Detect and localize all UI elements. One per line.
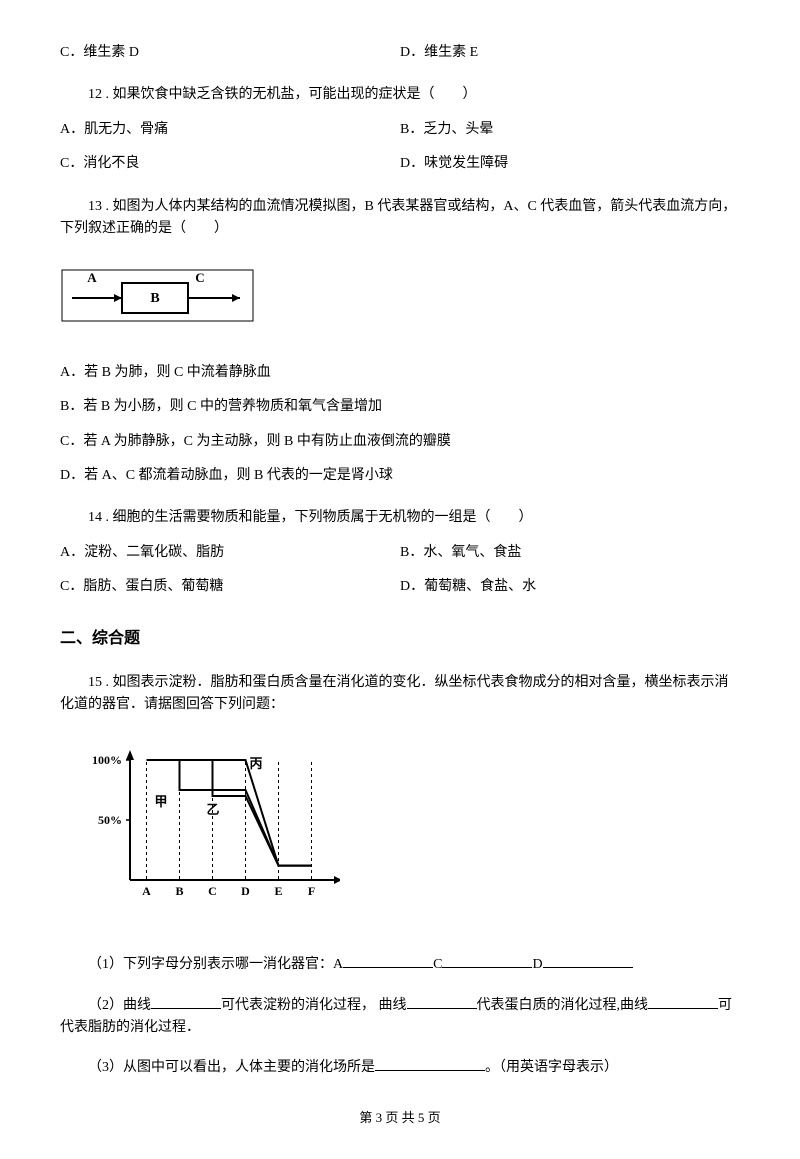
svg-text:E: E	[274, 884, 282, 898]
q15-sub3-end: 。（用英语字母表示）	[485, 1060, 618, 1075]
q15-chart: 100% 50% A B C D E F 甲乙 丙	[90, 745, 340, 918]
q13-option-d: D．若 A、C 都流着动脉血，则 B 代表的一定是肾小球	[60, 465, 740, 487]
q14-option-c: C．脂肪、蛋白质、葡萄糖	[60, 576, 400, 598]
q14-option-d: D．葡萄糖、食盐、水	[400, 576, 740, 598]
q13-figure: A B C	[60, 268, 255, 323]
q15-sub2-mid1: 可代表淀粉的消化过程， 曲线	[221, 998, 407, 1013]
svg-text:F: F	[308, 884, 315, 898]
svg-text:100%: 100%	[92, 753, 122, 767]
q12-option-d: D．味觉发生障碍	[400, 153, 740, 175]
blank-curve3[interactable]	[648, 995, 718, 1009]
q13-label-b: B	[150, 291, 159, 306]
q12-option-b: B．乏力、头晕	[400, 119, 740, 141]
q15-sub1: （1）下列字母分别表示哪一消化器官：A C D	[60, 954, 740, 976]
blank-a[interactable]	[343, 954, 433, 968]
blank-d[interactable]	[543, 954, 633, 968]
q15-stem: 15 . 如图表示淀粉．脂肪和蛋白质含量在消化道的变化．纵坐标代表食物成分的相对…	[60, 672, 740, 717]
q13-stem: 13 . 如图为人体内某结构的血流情况模拟图，B 代表某器官或结构，A、C 代表…	[60, 196, 740, 241]
svg-text:D: D	[241, 884, 250, 898]
q14-stem: 14 . 细胞的生活需要物质和能量，下列物质属于无机物的一组是（ ）	[60, 507, 740, 529]
blank-c[interactable]	[442, 954, 532, 968]
page-footer: 第 3 页 共 5 页	[60, 1108, 740, 1129]
q15-sub2-pre: （2）曲线	[88, 998, 151, 1013]
blank-curve1[interactable]	[151, 995, 221, 1009]
q15-sub1-c: C	[433, 957, 442, 972]
section2-title: 二、综合题	[60, 626, 740, 652]
q13-label-c: C	[195, 270, 204, 285]
q13-option-b: B．若 B 为小肠，则 C 中的营养物质和氧气含量增加	[60, 396, 740, 418]
svg-text:甲: 甲	[155, 794, 168, 809]
q11-option-c: C．维生素 D	[60, 42, 400, 64]
q13-option-a: A．若 B 为肺，则 C 中流着静脉血	[60, 362, 740, 384]
q14-option-a: A．淀粉、二氧化碳、脂肪	[60, 542, 400, 564]
q15-sub2-mid2: 代表蛋白质的消化过程,曲线	[477, 998, 649, 1013]
q12-option-c: C．消化不良	[60, 153, 400, 175]
svg-text:50%: 50%	[98, 813, 122, 827]
q14-option-b: B．水、氧气、食盐	[400, 542, 740, 564]
blank-curve2[interactable]	[407, 995, 477, 1009]
q12-option-a: A．肌无力、骨痛	[60, 119, 400, 141]
q15-sub2: （2）曲线可代表淀粉的消化过程， 曲线代表蛋白质的消化过程,曲线可代表脂肪的消化…	[60, 995, 740, 1040]
q12-stem: 12 . 如果饮食中缺乏含铁的无机盐，可能出现的症状是（ ）	[60, 84, 740, 106]
svg-text:B: B	[175, 884, 183, 898]
q15-sub1-d: D	[532, 957, 542, 972]
q13-label-a: A	[87, 270, 97, 285]
q15-sub3-pre: （3）从图中可以看出，人体主要的消化场所是	[88, 1060, 375, 1075]
blank-place[interactable]	[375, 1057, 485, 1071]
svg-text:丙: 丙	[250, 756, 263, 771]
q15-sub1-pre: （1）下列字母分别表示哪一消化器官：A	[88, 957, 343, 972]
svg-text:C: C	[208, 884, 217, 898]
svg-text:A: A	[142, 884, 151, 898]
q13-option-c: C．若 A 为肺静脉，C 为主动脉，则 B 中有防止血液倒流的瓣膜	[60, 431, 740, 453]
q11-option-d: D．维生素 E	[400, 42, 740, 64]
svg-text:乙: 乙	[207, 802, 220, 817]
q15-sub3: （3）从图中可以看出，人体主要的消化场所是 。（用英语字母表示）	[60, 1057, 740, 1079]
